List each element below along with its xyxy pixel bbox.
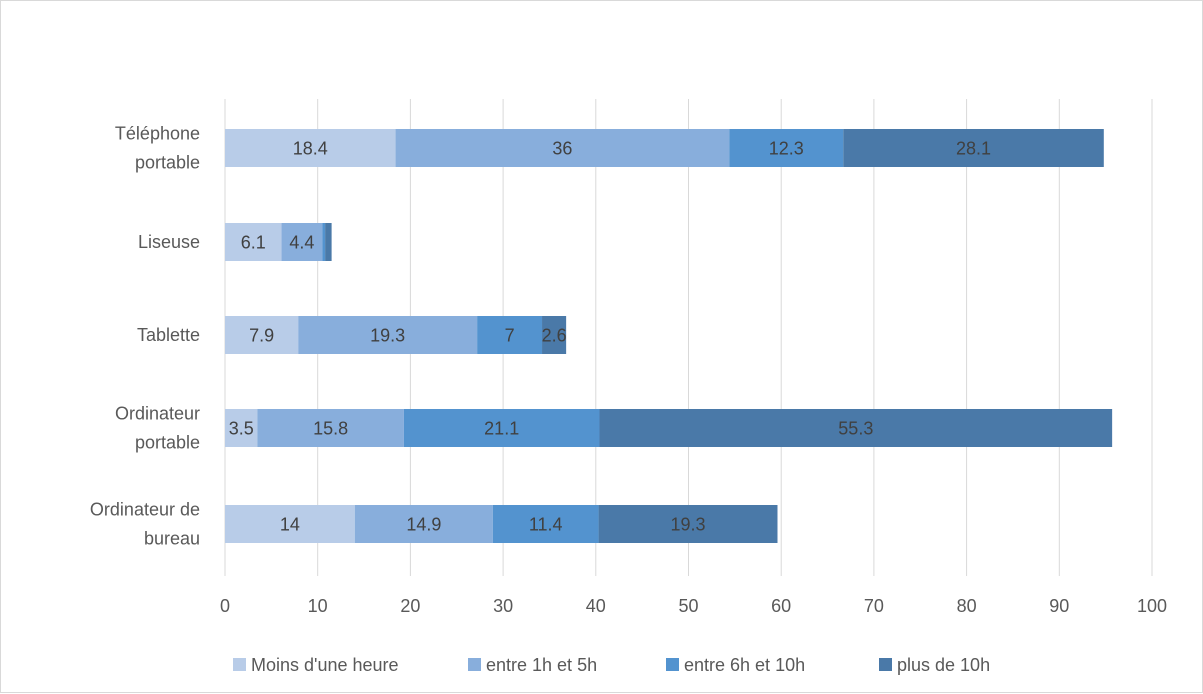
bar-segment	[729, 129, 844, 167]
bar-segment	[542, 316, 567, 354]
data-label: 12.3	[769, 139, 804, 159]
bar-segment	[354, 505, 493, 543]
legend: Moins d'une heure entre 1h et 5h entre 6h …	[233, 655, 990, 675]
bar-segment	[477, 316, 543, 354]
data-label: 21.1	[484, 419, 519, 439]
data-label: 14	[280, 515, 300, 535]
category-label: Ordinateur de bureau	[90, 500, 200, 549]
bar-segment	[225, 316, 299, 354]
bar-segment	[322, 223, 326, 261]
data-label: 4.4	[289, 233, 314, 253]
bar-segment	[225, 223, 282, 261]
legend-swatch	[666, 658, 679, 671]
legend-label: entre 6h et 10h	[684, 655, 805, 675]
data-label: 15.8	[313, 419, 348, 439]
data-label: 7.9	[249, 326, 274, 346]
bar-segment	[599, 409, 1113, 447]
bar-segment	[298, 316, 478, 354]
data-label: 11.4	[529, 515, 563, 535]
x-tick-label: 0	[220, 596, 230, 616]
x-tick-label: 20	[400, 596, 420, 616]
legend-label: entre 1h et 5h	[486, 655, 597, 675]
category-axis: Téléphone portable Liseuse Tablette Ordinate…	[90, 124, 200, 549]
x-tick-label: 30	[493, 596, 513, 616]
bar-segment	[492, 505, 599, 543]
bar-segment	[403, 409, 600, 447]
data-label: 6.1	[241, 233, 266, 253]
bar-segment	[395, 129, 730, 167]
x-tick-label: 10	[308, 596, 328, 616]
bar-segment	[225, 505, 355, 543]
x-tick-label: 90	[1049, 596, 1069, 616]
legend-label: plus de 10h	[897, 655, 990, 675]
bars	[225, 129, 1113, 543]
data-label: 55.3	[838, 419, 873, 439]
x-tick-label: 60	[771, 596, 791, 616]
legend-swatch	[233, 658, 246, 671]
data-label: 7	[505, 326, 515, 346]
x-tick-label: 70	[864, 596, 884, 616]
category-label: Ordinateur portable	[115, 404, 200, 453]
data-label: 3.5	[229, 419, 254, 439]
category-label: Liseuse	[138, 232, 200, 252]
legend-label: Moins d'une heure	[251, 655, 399, 675]
legend-swatch	[468, 658, 481, 671]
data-label: 19.3	[370, 326, 405, 346]
x-tick-label: 100	[1137, 596, 1167, 616]
category-label: Tablette	[137, 325, 200, 345]
x-tick-label: 80	[957, 596, 977, 616]
bar-segment	[843, 129, 1104, 167]
x-tick-label: 50	[678, 596, 698, 616]
data-label: 14.9	[406, 515, 441, 535]
bar-segment	[257, 409, 404, 447]
gridlines	[224, 99, 1153, 576]
data-label: 18.4	[293, 139, 328, 159]
bar-segment	[325, 223, 332, 261]
legend-swatch	[879, 658, 892, 671]
data-label: 28.1	[956, 139, 991, 159]
x-tick-label: 40	[586, 596, 606, 616]
data-labels: 18.4 36 12.3 28.1 6.1 4.4 7.9 19.3 7 2.6 3.5 15.8 21…	[229, 139, 991, 535]
bar-segment	[598, 505, 778, 543]
value-axis: 0 10 20 30 40 50 60 70 80 90 100	[220, 596, 1167, 616]
data-label: 36	[552, 139, 572, 159]
data-label: 2.6	[542, 326, 567, 346]
data-label: 19.3	[671, 515, 706, 535]
bar-segment	[225, 129, 396, 167]
bar-segment	[225, 409, 258, 447]
bar-segment	[281, 223, 323, 261]
category-label: Téléphone portable	[115, 124, 200, 173]
